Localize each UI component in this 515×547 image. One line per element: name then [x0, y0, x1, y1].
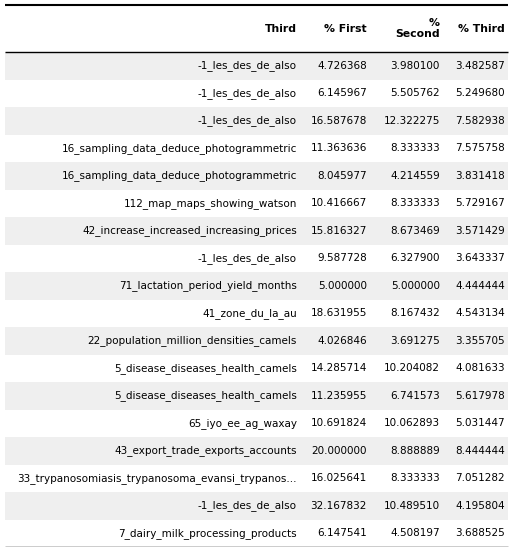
Text: 14.285714: 14.285714 [311, 363, 367, 373]
Bar [5, 492, 508, 520]
Text: 16_sampling_data_deduce_photogrammetric: 16_sampling_data_deduce_photogrammetric [62, 170, 297, 181]
Text: 4.508197: 4.508197 [390, 528, 440, 538]
Text: 71_lactation_period_yield_months: 71_lactation_period_yield_months [119, 280, 297, 291]
Text: 5_disease_diseases_health_camels: 5_disease_diseases_health_camels [114, 363, 297, 374]
Text: 6.327900: 6.327900 [390, 253, 440, 263]
Bar [5, 300, 508, 327]
Bar [5, 107, 508, 135]
Text: % Third: % Third [458, 24, 505, 33]
Text: 3.980100: 3.980100 [390, 61, 440, 71]
Text: 4.726368: 4.726368 [317, 61, 367, 71]
Text: 4.214559: 4.214559 [390, 171, 440, 181]
Text: 65_iyo_ee_ag_waxay: 65_iyo_ee_ag_waxay [188, 418, 297, 429]
Text: 18.631955: 18.631955 [311, 309, 367, 318]
Text: 3.831418: 3.831418 [455, 171, 505, 181]
Text: 3.691275: 3.691275 [390, 336, 440, 346]
Bar [5, 410, 508, 437]
Text: 16_sampling_data_deduce_photogrammetric: 16_sampling_data_deduce_photogrammetric [62, 143, 297, 154]
Bar [5, 52, 508, 79]
Bar [5, 520, 508, 547]
Text: 3.482587: 3.482587 [455, 61, 505, 71]
Text: 8.333333: 8.333333 [390, 143, 440, 153]
Bar [5, 79, 508, 107]
Text: 8.888889: 8.888889 [390, 446, 440, 456]
Text: 7.582938: 7.582938 [455, 116, 505, 126]
Text: 10.691824: 10.691824 [311, 418, 367, 428]
Text: 20.000000: 20.000000 [312, 446, 367, 456]
Text: 16.025641: 16.025641 [311, 473, 367, 483]
Text: 4.081633: 4.081633 [455, 363, 505, 373]
Text: 5_disease_diseases_health_camels: 5_disease_diseases_health_camels [114, 391, 297, 401]
Text: 10.204082: 10.204082 [384, 363, 440, 373]
Bar [5, 382, 508, 410]
Text: 8.167432: 8.167432 [390, 309, 440, 318]
Text: %
Second: % Second [396, 18, 440, 39]
Text: 4.543134: 4.543134 [455, 309, 505, 318]
Text: 8.444444: 8.444444 [455, 446, 505, 456]
Bar [5, 135, 508, 162]
Text: -1_les_des_de_also: -1_les_des_de_also [198, 88, 297, 98]
Text: 16.587678: 16.587678 [311, 116, 367, 126]
Bar [5, 437, 508, 464]
Text: 15.816327: 15.816327 [311, 226, 367, 236]
Text: 6.147541: 6.147541 [317, 528, 367, 538]
Text: 5.000000: 5.000000 [318, 281, 367, 291]
Text: 43_export_trade_exports_accounts: 43_export_trade_exports_accounts [114, 445, 297, 456]
Bar [5, 327, 508, 354]
Text: 3.688525: 3.688525 [455, 528, 505, 538]
Bar [5, 189, 508, 217]
Text: 8.673469: 8.673469 [390, 226, 440, 236]
Text: 9.587728: 9.587728 [317, 253, 367, 263]
Bar [5, 5, 508, 52]
Text: 112_map_maps_showing_watson: 112_map_maps_showing_watson [124, 198, 297, 209]
Text: 8.045977: 8.045977 [317, 171, 367, 181]
Text: 42_increase_increased_increasing_prices: 42_increase_increased_increasing_prices [82, 225, 297, 236]
Text: 5.617978: 5.617978 [455, 391, 505, 401]
Text: -1_les_des_de_also: -1_les_des_de_also [198, 60, 297, 71]
Text: 8.333333: 8.333333 [390, 198, 440, 208]
Text: 5.000000: 5.000000 [391, 281, 440, 291]
Text: 3.571429: 3.571429 [455, 226, 505, 236]
Text: 10.416667: 10.416667 [311, 198, 367, 208]
Text: 6.145967: 6.145967 [317, 88, 367, 98]
Text: 11.363636: 11.363636 [311, 143, 367, 153]
Bar [5, 162, 508, 189]
Bar [5, 217, 508, 245]
Text: -1_les_des_de_also: -1_les_des_de_also [198, 501, 297, 511]
Text: 33_trypanosomiasis_trypanosoma_evansi_trypanos...: 33_trypanosomiasis_trypanosoma_evansi_tr… [18, 473, 297, 484]
Text: -1_les_des_de_also: -1_les_des_de_also [198, 253, 297, 264]
Text: 41_zone_du_la_au: 41_zone_du_la_au [202, 308, 297, 319]
Text: 5.505762: 5.505762 [390, 88, 440, 98]
Text: 5.249680: 5.249680 [455, 88, 505, 98]
Text: 4.026846: 4.026846 [317, 336, 367, 346]
Text: 10.489510: 10.489510 [384, 501, 440, 511]
Text: 7.051282: 7.051282 [455, 473, 505, 483]
Bar [5, 464, 508, 492]
Text: 12.322275: 12.322275 [384, 116, 440, 126]
Text: 5.729167: 5.729167 [455, 198, 505, 208]
Text: 11.235955: 11.235955 [311, 391, 367, 401]
Text: -1_les_des_de_also: -1_les_des_de_also [198, 115, 297, 126]
Text: 4.444444: 4.444444 [455, 281, 505, 291]
Bar [5, 245, 508, 272]
Text: % First: % First [324, 24, 367, 33]
Bar [5, 354, 508, 382]
Text: 3.355705: 3.355705 [455, 336, 505, 346]
Text: 10.062893: 10.062893 [384, 418, 440, 428]
Text: 7.575758: 7.575758 [455, 143, 505, 153]
Text: 5.031447: 5.031447 [455, 418, 505, 428]
Text: 7_dairy_milk_processing_products: 7_dairy_milk_processing_products [118, 528, 297, 539]
Text: 8.333333: 8.333333 [390, 473, 440, 483]
Text: Third: Third [265, 24, 297, 33]
Text: 32.167832: 32.167832 [311, 501, 367, 511]
Text: 22_population_million_densities_camels: 22_population_million_densities_camels [88, 335, 297, 346]
Bar [5, 272, 508, 300]
Text: 3.643337: 3.643337 [455, 253, 505, 263]
Text: 4.195804: 4.195804 [455, 501, 505, 511]
Text: 6.741573: 6.741573 [390, 391, 440, 401]
